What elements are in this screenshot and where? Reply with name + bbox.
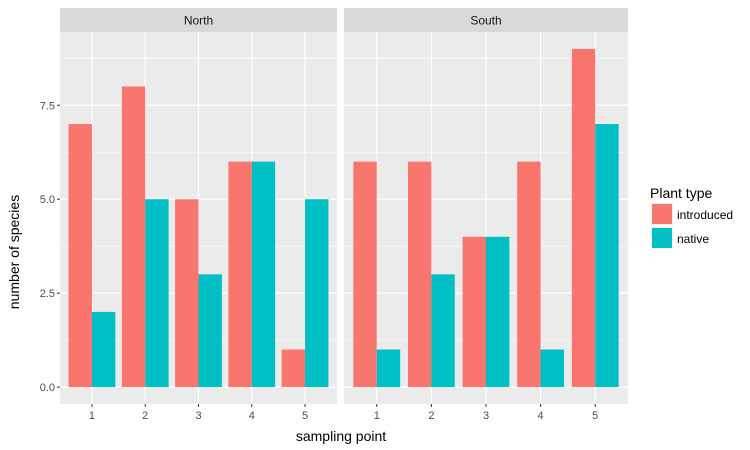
x-tick-label: 5 [592, 410, 598, 422]
bar-south-introduced-2 [407, 161, 432, 388]
bar-south-introduced-1 [353, 161, 377, 388]
x-tick-label: 3 [195, 410, 201, 422]
legend-label-native: native [677, 232, 709, 246]
panel-south: South 1 2 3 4 5 [344, 8, 628, 422]
bar-south-native-5 [595, 124, 619, 388]
bar-south-introduced-4 [517, 161, 541, 388]
bar-north-introduced-2 [121, 86, 146, 388]
y-axis-title: number of species [6, 195, 22, 309]
bar-north-native-2 [145, 199, 169, 388]
x-tick-label: 3 [483, 410, 489, 422]
facet-strip [344, 8, 628, 32]
bar-south-introduced-3 [462, 236, 486, 388]
x-tick-label: 2 [428, 410, 434, 422]
y-tick-label: 0.0 [40, 382, 55, 394]
bar-south-native-4 [540, 349, 565, 388]
bar-south-native-2 [431, 274, 455, 388]
x-tick-label: 5 [302, 410, 308, 422]
x-tick-label: 1 [89, 410, 95, 422]
bar-south-native-3 [486, 236, 510, 388]
bar-north-native-4 [251, 161, 276, 388]
bar-south-introduced-5 [571, 48, 596, 388]
x-axis-title: sampling point [296, 428, 386, 444]
bar-north-introduced-5 [281, 349, 306, 388]
legend-swatch-native [652, 228, 672, 248]
legend-title: Plant type [650, 185, 712, 201]
y-tick-label: 5.0 [40, 194, 55, 206]
facet-label: South [470, 14, 501, 28]
bar-north-native-5 [305, 199, 329, 388]
y-tick-label: 7.5 [40, 100, 55, 112]
bar-north-introduced-3 [175, 199, 199, 388]
y-tick-label: 2.5 [40, 288, 55, 300]
x-tick-label: 4 [538, 410, 544, 422]
x-tick-label: 1 [374, 410, 380, 422]
facet-label: North [184, 14, 213, 28]
bar-south-native-1 [376, 349, 401, 388]
legend: Plant type introduced native [650, 185, 733, 249]
legend-swatch-introduced [652, 204, 672, 224]
x-tick-label: 2 [142, 410, 148, 422]
bar-north-native-1 [91, 311, 116, 388]
panel-north: North 1 2 3 4 5 [60, 8, 337, 422]
legend-label-introduced: introduced [677, 208, 733, 222]
bar-north-native-3 [198, 274, 222, 388]
bar-north-introduced-4 [228, 161, 252, 388]
x-tick-label: 4 [249, 410, 255, 422]
bar-north-introduced-1 [68, 124, 92, 388]
facet-strip [60, 8, 337, 32]
